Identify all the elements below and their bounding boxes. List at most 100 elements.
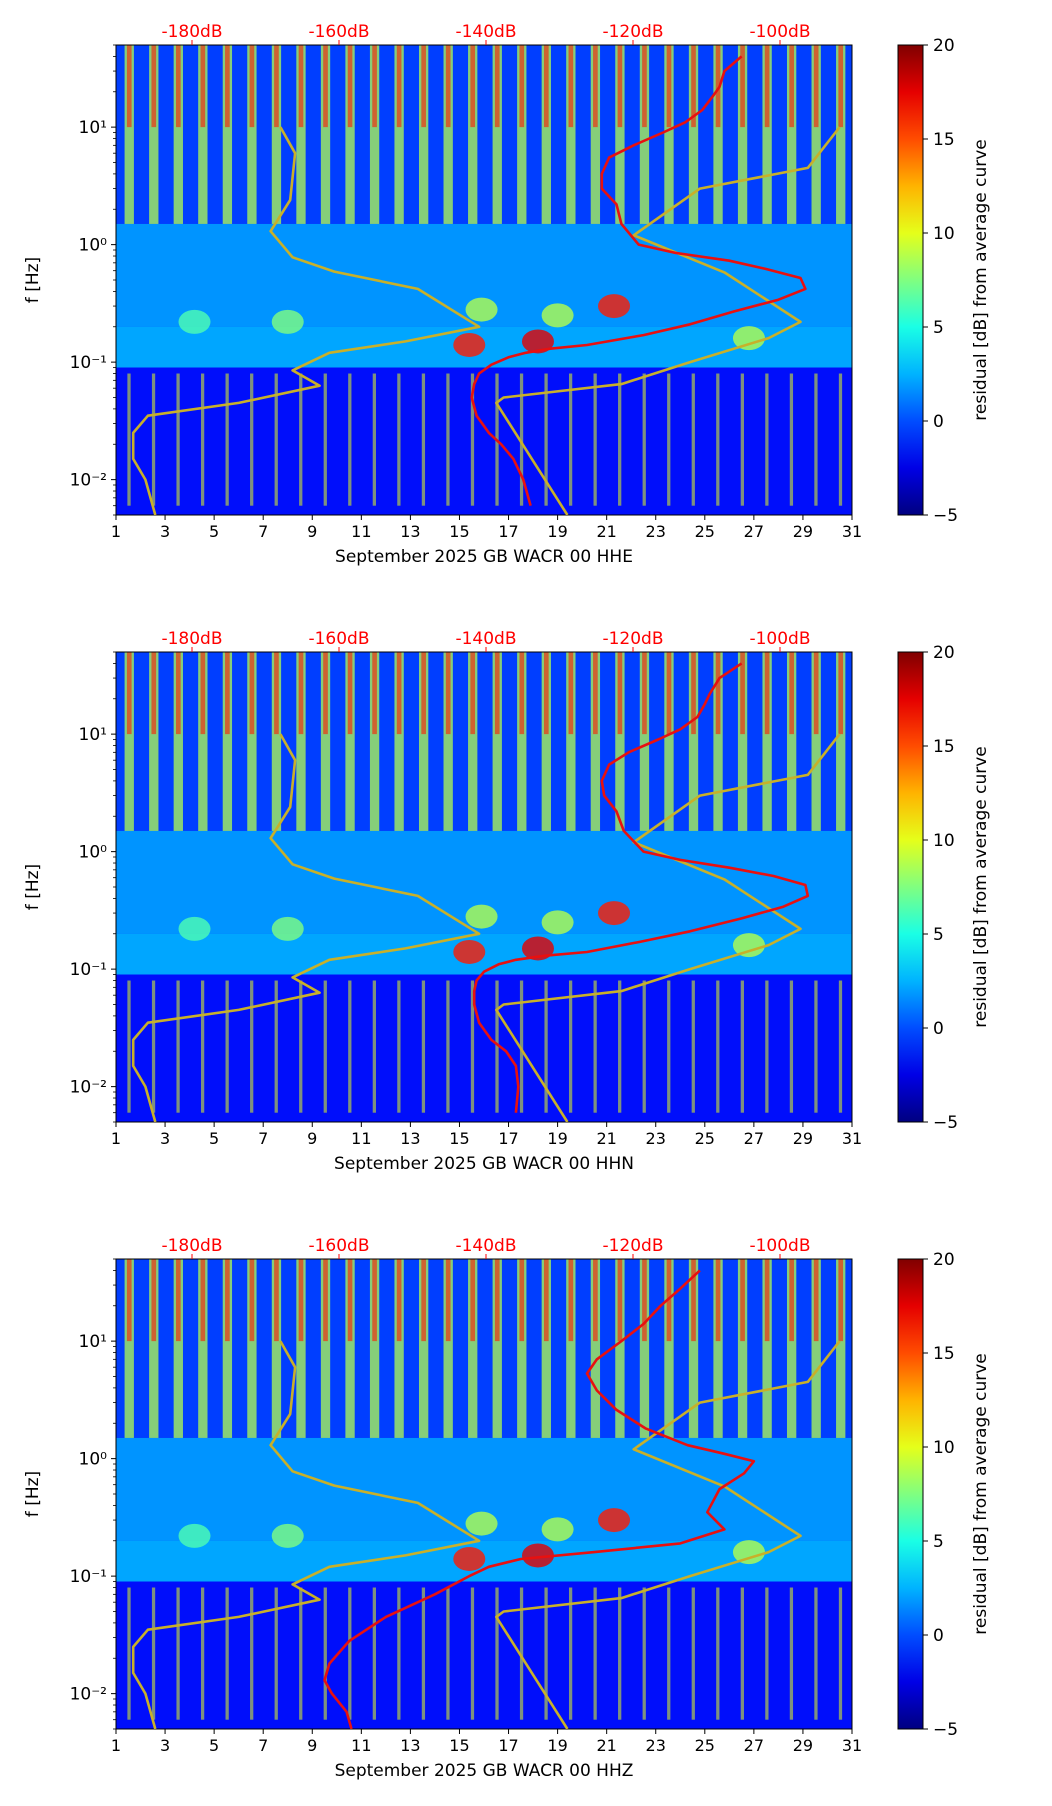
heatmap-band	[116, 1581, 852, 1729]
heatmap-stripe-peak	[666, 45, 672, 128]
heatmap-stripe	[149, 1259, 159, 1438]
heatmap-stripe-peak	[298, 45, 304, 128]
heatmap-stripe	[296, 45, 306, 224]
colorbar-tick-label: 15	[933, 1344, 955, 1364]
series-line	[131, 126, 481, 515]
heatmap-stripe	[639, 45, 650, 224]
heatmap-stripe	[394, 652, 404, 831]
heatmap-stripe-peak	[470, 1259, 476, 1342]
heatmap-stripe-peak	[421, 45, 426, 128]
heatmap-stripe-peak	[617, 1259, 623, 1342]
y-tick-label: 10¹	[79, 118, 107, 138]
heatmap-stripe-peak	[519, 652, 525, 735]
heatmap-stripe-peak	[642, 652, 647, 735]
heatmap-stripe	[786, 45, 797, 224]
heatmap-stripe-low	[151, 373, 156, 506]
heatmap-stripe	[517, 652, 527, 831]
heatmap-blob	[521, 329, 554, 354]
heatmap-stripe-low	[814, 980, 818, 1113]
heatmap-stripe-low	[716, 980, 720, 1113]
heatmap-band	[116, 652, 852, 831]
heatmap-stripe-low	[544, 980, 548, 1113]
heatmap-stripe	[836, 1259, 846, 1438]
heatmap-band	[116, 45, 852, 224]
x-tick-label: 1	[111, 1736, 121, 1755]
heatmap-stripe-peak	[396, 45, 402, 128]
heatmap-stripe-low	[274, 1587, 278, 1720]
heatmap-stripe-peak	[740, 1259, 745, 1342]
heatmap-stripe-low	[127, 1587, 131, 1720]
y-axis-label: f [Hz]	[23, 1471, 43, 1517]
y-tick-label: 10⁰	[79, 1450, 108, 1470]
heatmap-stripe-low	[127, 980, 131, 1113]
heatmap-stripe-peak	[298, 652, 304, 735]
heatmap-stripe-low	[544, 373, 548, 506]
heatmap-blob	[465, 904, 498, 929]
colorbar-tick-label: −5	[933, 1720, 958, 1740]
heatmap-stripe-peak	[200, 652, 206, 735]
heatmap-stripe-low	[814, 1587, 818, 1720]
y-tick-label: 10⁰	[79, 843, 108, 863]
top-tick-label: -160dB	[308, 1236, 369, 1256]
heatmap-stripe	[468, 652, 478, 831]
x-tick-label: 15	[449, 1129, 469, 1148]
heatmap-stripe	[418, 1259, 429, 1438]
colorbar-tick-label: 0	[933, 1019, 944, 1039]
heatmap-stripe-peak	[838, 1259, 844, 1342]
x-tick-label: 3	[160, 1736, 170, 1755]
heatmap-stripe	[124, 652, 134, 831]
heatmap-stripe-peak	[249, 45, 255, 128]
heatmap-stripe	[296, 1259, 306, 1438]
colorbar-tick-label: 20	[933, 643, 955, 663]
heatmap-blob	[453, 332, 486, 357]
x-tick-label: 5	[209, 522, 219, 541]
heatmap-stripe	[443, 652, 453, 831]
heatmap-stripe	[468, 1259, 478, 1438]
heatmap-stripe-peak	[543, 45, 549, 128]
heatmap-stripe-peak	[543, 1259, 549, 1342]
heatmap-blob	[178, 309, 211, 334]
heatmap-stripe	[713, 1259, 723, 1438]
top-tick-label: -140dB	[455, 1236, 516, 1256]
heatmap-blob	[732, 326, 765, 351]
x-tick-label: 31	[842, 1129, 862, 1148]
heatmap-stripe-low	[716, 1587, 720, 1720]
heatmap-stripe-peak	[813, 45, 819, 128]
heatmap-stripe-low	[765, 1587, 769, 1720]
y-tick-label: 10¹	[79, 1332, 107, 1352]
heatmap-stripe-low	[495, 980, 499, 1113]
heatmap-stripe	[566, 1259, 576, 1438]
heatmap-stripe	[443, 45, 453, 224]
heatmap-stripe-peak	[323, 652, 328, 735]
top-tick-label: -160dB	[308, 629, 369, 649]
x-tick-label: 21	[596, 1129, 616, 1148]
heatmap-stripe-peak	[764, 45, 770, 128]
heatmap-stripe	[198, 1259, 208, 1438]
heatmap-stripe	[418, 652, 429, 831]
colorbar-tick-label: 10	[933, 1438, 955, 1458]
x-tick-label: 23	[646, 1129, 666, 1148]
heatmap-stripe	[247, 45, 257, 224]
heatmap-stripe-peak	[813, 1259, 819, 1342]
top-tick-label: -180dB	[161, 1236, 222, 1256]
heatmap-stripe-low	[814, 373, 818, 506]
series-line	[323, 1269, 756, 1729]
x-tick-label: 19	[547, 522, 567, 541]
heatmap-stripe-low	[838, 373, 843, 506]
heatmap-stripe	[639, 652, 650, 831]
x-tick-label: 27	[744, 522, 764, 541]
heatmap-stripe	[836, 45, 846, 224]
heatmap-blob	[271, 309, 304, 334]
heatmap-stripe	[173, 652, 183, 831]
heatmap-stripe-low	[397, 373, 401, 506]
heatmap-stripe	[320, 45, 331, 224]
heatmap-stripe-low	[299, 373, 303, 506]
series-line	[494, 1340, 841, 1729]
heatmap-field	[116, 1259, 852, 1729]
heatmap-stripe-low	[495, 1587, 499, 1720]
heatmap-stripe-peak	[298, 1259, 304, 1342]
heatmap-stripe-peak	[175, 45, 181, 128]
